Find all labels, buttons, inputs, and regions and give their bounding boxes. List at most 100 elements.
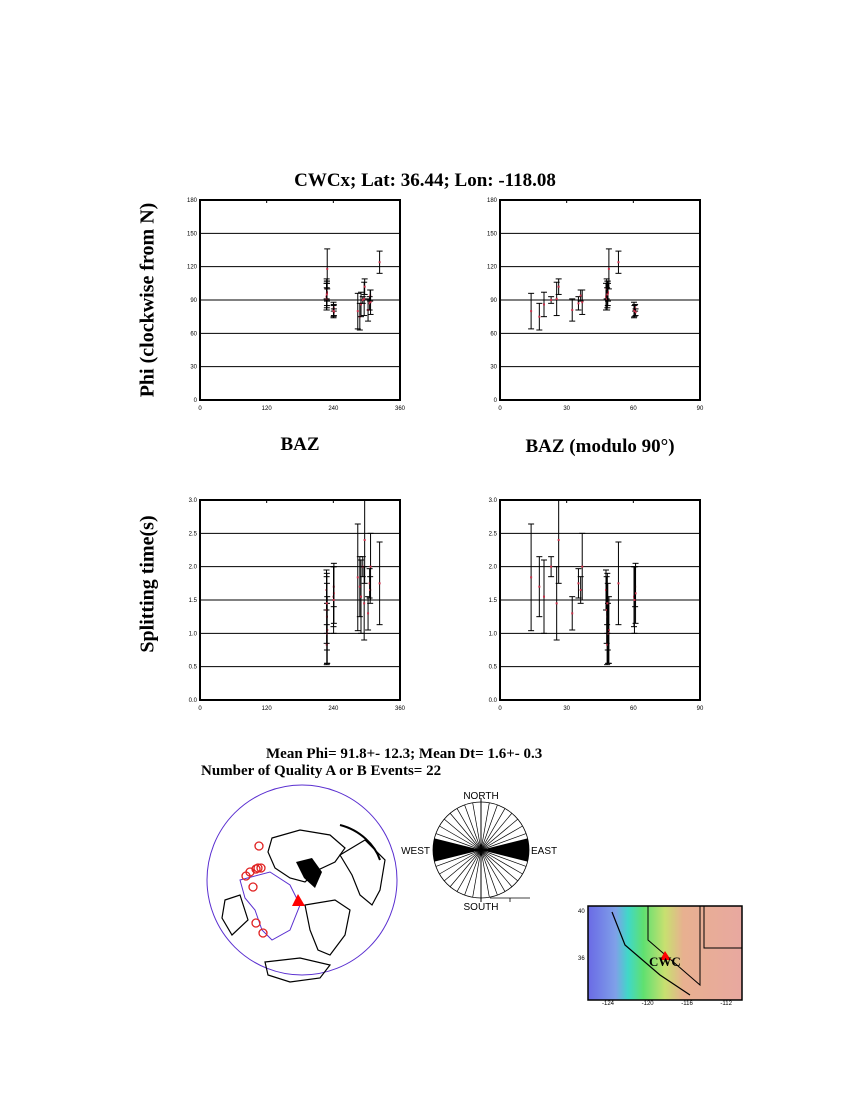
data-point xyxy=(581,301,584,304)
data-point xyxy=(360,595,362,598)
rose-west-label: WEST xyxy=(401,846,430,857)
x-tick-label: 240 xyxy=(328,706,339,712)
data-point xyxy=(378,261,381,264)
data-point xyxy=(332,599,335,601)
rose-sector-line xyxy=(449,849,482,887)
y-tick-label: 30 xyxy=(190,365,197,371)
data-point xyxy=(363,297,366,300)
x-tick-label: 0 xyxy=(498,406,502,412)
y-tick-label: 180 xyxy=(187,198,198,204)
rose-sector-line xyxy=(433,849,482,859)
rose-sector-line xyxy=(480,849,518,882)
rose-sector-line xyxy=(480,802,490,851)
africa-outline xyxy=(339,839,386,906)
data-point xyxy=(607,267,610,270)
rose-sector-line xyxy=(480,849,498,896)
phi-vs-baz-plot: 0 30 60 90 120 150 180 0 120 240 360 xyxy=(187,198,406,412)
data-point xyxy=(555,602,558,605)
plot-frame xyxy=(199,199,401,401)
lon-tick: -116 xyxy=(681,1001,693,1007)
data-point xyxy=(607,629,610,631)
rose-sector-line xyxy=(480,841,529,851)
data-point xyxy=(368,302,371,305)
plot-frame xyxy=(499,499,701,701)
rose-sector-line xyxy=(480,849,527,867)
data-point xyxy=(606,602,609,605)
data-point xyxy=(633,310,636,313)
rose-sector-line xyxy=(435,849,482,867)
rose-east-label: EAST xyxy=(531,846,557,857)
x-tick-label: 90 xyxy=(697,706,704,712)
state-border xyxy=(647,906,701,987)
rose-sector-line xyxy=(444,818,482,851)
x-tick-label: 60 xyxy=(630,706,637,712)
y-tick-label: 0.5 xyxy=(189,665,198,671)
data-point xyxy=(530,310,533,313)
x-tick-label: 360 xyxy=(395,406,406,412)
data-point xyxy=(363,539,366,541)
data-point xyxy=(356,576,359,579)
rose-diagram: NORTH SOUTH EAST WEST xyxy=(401,791,557,913)
plot-frame xyxy=(499,199,701,401)
x-tick-label: 240 xyxy=(328,406,339,412)
y-tick-label: 1.0 xyxy=(489,631,498,637)
mean-stats: Mean Phi= 91.8+- 12.3; Mean Dt= 1.6+- 0.… xyxy=(266,746,543,762)
rose-sector-line xyxy=(480,808,506,851)
coastline xyxy=(611,911,691,996)
rose-sector-line xyxy=(480,813,513,851)
rose-sector-line xyxy=(480,849,506,892)
data-point xyxy=(368,582,371,585)
data-point xyxy=(367,612,370,615)
y-tick-label: 0 xyxy=(194,398,198,404)
rose-sector-line xyxy=(480,849,490,898)
x-tick-label: 0 xyxy=(498,706,502,712)
data-point xyxy=(538,585,541,588)
y-tick-label: 120 xyxy=(487,265,498,271)
y-tick-label: 2.0 xyxy=(189,565,198,571)
rose-sector-line xyxy=(480,849,529,859)
y-tick-label: 150 xyxy=(487,231,498,237)
data-point xyxy=(356,310,359,313)
data-point xyxy=(326,267,329,270)
plot-frame xyxy=(199,499,401,701)
data-point xyxy=(617,261,620,264)
rose-sector-line xyxy=(439,849,482,875)
state-border xyxy=(703,906,742,949)
y-tick-label: 60 xyxy=(490,331,497,337)
rose-sector-line xyxy=(439,825,482,851)
x-tick-label: 0 xyxy=(198,406,202,412)
dt-vs-baz-plot: 0.0 0.5 1.0 1.5 2.0 2.5 3.0 0 120 240 360 xyxy=(189,498,406,712)
rose-sector-line xyxy=(464,804,482,851)
event-markers xyxy=(241,841,268,938)
rose-sector-line xyxy=(480,804,498,851)
south-america-outline xyxy=(304,899,351,956)
x-tick-label: 360 xyxy=(395,706,406,712)
rose-sector-line xyxy=(480,825,523,851)
y-tick-label: 30 xyxy=(490,365,497,371)
x-tick-label: 120 xyxy=(262,406,273,412)
data-point xyxy=(571,309,574,311)
data-point xyxy=(617,582,620,585)
data-point xyxy=(581,565,584,568)
baz-axis-label: BAZ xyxy=(280,434,320,455)
data-point xyxy=(605,295,607,298)
y-tick-label: 2.5 xyxy=(189,531,198,537)
x-tick-label: 120 xyxy=(262,706,273,712)
rose-sector-line xyxy=(464,849,482,896)
rose-sector-line xyxy=(480,818,518,851)
lon-tick: -112 xyxy=(720,1001,732,1007)
hudson-bay-region xyxy=(296,858,322,888)
data-point xyxy=(543,303,545,306)
y-tick-label: 0.0 xyxy=(189,698,198,704)
data-point xyxy=(557,539,560,541)
data-point xyxy=(369,301,372,304)
y-tick-label: 0.5 xyxy=(489,665,498,671)
y-tick-label: 60 xyxy=(190,331,197,337)
data-point xyxy=(579,294,582,297)
rose-sector-line xyxy=(480,833,527,851)
map-boundary xyxy=(206,784,398,976)
data-point xyxy=(325,293,328,296)
data-point xyxy=(378,582,381,585)
data-point xyxy=(606,293,609,296)
rose-sector-line xyxy=(472,802,482,851)
